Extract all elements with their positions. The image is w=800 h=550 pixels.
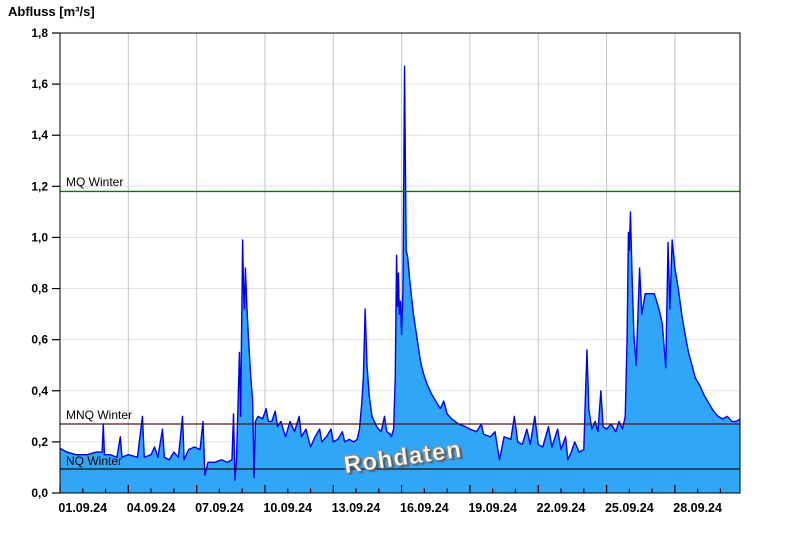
- y-tick-label: 1,2: [31, 179, 48, 193]
- refline-label-mq-winter: MQ Winter: [66, 175, 123, 189]
- x-tick-label: 19.09.24: [468, 501, 517, 515]
- refline-label-mnq-winter: MNQ Winter: [66, 408, 132, 422]
- x-tick-label: 22.09.24: [537, 501, 586, 515]
- y-tick-label: 0,2: [31, 435, 48, 449]
- y-tick-label: 0,0: [31, 486, 48, 500]
- y-axis-title: Abfluss [m³/s]: [8, 4, 95, 19]
- x-tick-label: 04.09.24: [127, 501, 176, 515]
- x-tick-label: 16.09.24: [400, 501, 449, 515]
- axis-tick-labels: 0,0 0,2 0,4 0,6 0,8 1,0 1,2 1,4 1,6 1,8 01.09.24 04…: [31, 26, 722, 515]
- plot-border: [59, 32, 741, 494]
- axis-ticks: [52, 32, 722, 494]
- y-tick-label: 0,4: [31, 384, 48, 398]
- discharge-line: [59, 65, 741, 481]
- y-tick-label: 0,6: [31, 333, 48, 347]
- x-tick-label: 25.09.24: [605, 501, 654, 515]
- y-tick-label: 1,8: [31, 26, 48, 40]
- y-tick-label: 1,0: [31, 230, 48, 244]
- x-tick-label: 28.09.24: [673, 501, 722, 515]
- x-tick-label: 01.09.24: [58, 501, 107, 515]
- y-tick-label: 0,8: [31, 282, 48, 296]
- x-tick-label: 07.09.24: [195, 501, 244, 515]
- hydrograph-area: [59, 65, 741, 493]
- refline-label-nq-winter: NQ Winter: [66, 454, 122, 468]
- reference-lines: [60, 190, 740, 470]
- x-tick-label: 13.09.24: [332, 501, 381, 515]
- x-tick-label: 10.09.24: [263, 501, 312, 515]
- discharge-area-fill: [60, 66, 740, 493]
- y-tick-label: 1,6: [31, 77, 48, 91]
- y-tick-label: 1,4: [31, 128, 48, 142]
